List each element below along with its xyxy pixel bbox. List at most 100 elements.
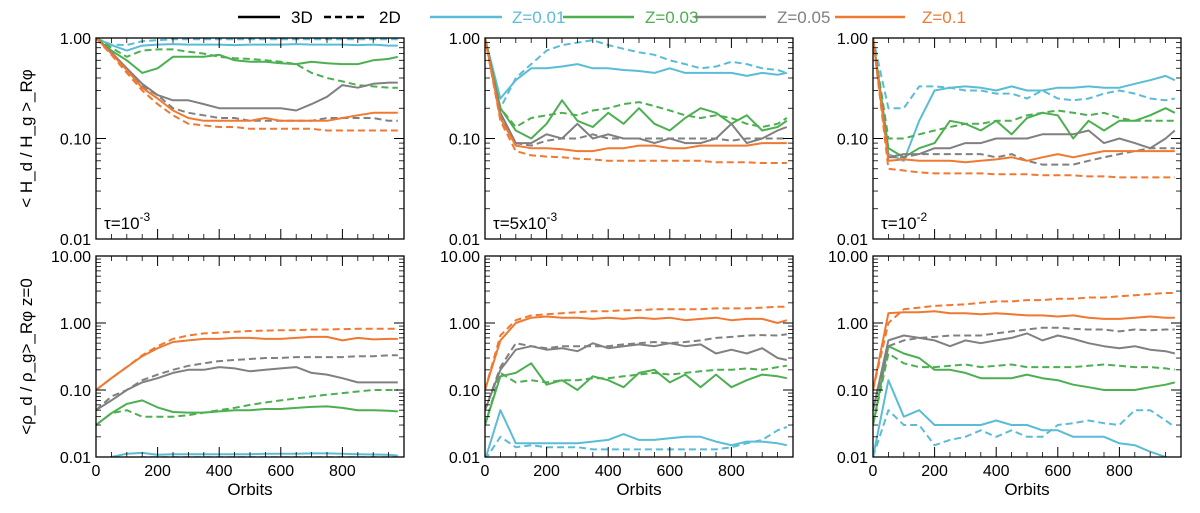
series-line: [873, 38, 1175, 166]
legend-label: Z=0.03: [645, 8, 698, 27]
series-line: [485, 315, 788, 391]
y-axis-label: <ρ_d / ρ_g>_Rφ z=0: [17, 278, 36, 435]
series-line: [96, 38, 399, 74]
panel-r0c0: 1.00 0.10 0.01 τ=10-3 < H_d / H_g >_Rφ: [17, 31, 405, 249]
series-group: [873, 292, 1176, 457]
series-line: [873, 409, 1176, 457]
series-group: [485, 305, 788, 457]
series-line: [485, 38, 787, 164]
series-line: [873, 345, 1176, 426]
y-tick-label: 0.01: [837, 450, 868, 467]
tau-annotation: τ=10-3: [104, 210, 151, 233]
x-tick-label: 0: [481, 463, 490, 480]
x-tick-label: 200: [533, 463, 560, 480]
plot-frame: [484, 255, 794, 458]
series-line: [485, 38, 788, 100]
series-line: [485, 305, 787, 391]
series-line: [485, 38, 788, 145]
series-line: [485, 38, 788, 128]
series-line: [485, 362, 788, 426]
x-tick-label: 600: [1044, 463, 1071, 480]
series-line: [873, 326, 1175, 411]
legend-item: Z=0.01: [430, 8, 565, 27]
panel-r0c1: 1.00 0.10 0.01 τ=5x10-3: [449, 31, 794, 249]
y-axis-label: < H_d / H_g >_Rφ: [17, 69, 36, 208]
tau-base: τ=5x10: [493, 214, 547, 233]
panels: 1.000.100.01τ=10-3< H_d / H_g >_Rφ1.000.…: [17, 31, 1182, 499]
x-tick-label: 400: [983, 463, 1010, 480]
series-line: [108, 451, 398, 457]
x-axis-label: Orbits: [1004, 480, 1049, 499]
series-line: [873, 379, 1169, 457]
plot-frame: [95, 37, 405, 240]
series-line: [873, 38, 1175, 179]
x-axis-label: Orbits: [616, 480, 661, 499]
series-line: [485, 333, 787, 411]
legend: 3D 2D Z=0.01 Z=0.03 Z=0.05 Z=0.1: [238, 8, 966, 27]
series-line: [873, 352, 1175, 426]
tau-base: τ=10: [104, 214, 140, 233]
series-line: [485, 38, 788, 140]
series-group: [96, 327, 398, 457]
series-line: [96, 366, 398, 412]
y-tick-label: 0.10: [60, 132, 91, 149]
y-tick-label: 0.01: [449, 450, 480, 467]
x-tick-label: 400: [595, 463, 622, 480]
y-tick-label: 0.01: [60, 450, 91, 467]
y-tick-label: 1.00: [449, 31, 480, 48]
x-tick-label: 800: [329, 463, 356, 480]
tau-exponent: -2: [917, 210, 928, 224]
y-tick-label: 10.00: [51, 249, 91, 266]
panel-r1c1: 10.00 1.00 0.10 0.010 200 400 600 800 Orbits: [440, 249, 794, 499]
y-tick-label: 0.01: [837, 232, 868, 249]
series-line: [96, 335, 398, 391]
series-line: [96, 38, 398, 122]
series-line: [873, 292, 1175, 391]
tau-annotation: τ=10-2: [881, 210, 928, 233]
series-line: [96, 354, 398, 411]
y-tick-label: 10.00: [828, 249, 868, 266]
y-tick-label: 0.10: [837, 383, 868, 400]
y-tick-label: 0.01: [60, 232, 91, 249]
plot-frame: [872, 255, 1182, 458]
series-line: [873, 332, 1176, 411]
x-tick-label: 800: [718, 463, 745, 480]
series-line: [96, 38, 398, 112]
y-tick-label: 1.00: [837, 31, 868, 48]
series-line: [485, 364, 787, 426]
series-line: [96, 38, 398, 89]
series-line: [485, 38, 787, 147]
legend-item: Z=0.03: [563, 8, 698, 27]
series-line: [96, 38, 398, 122]
series-group: [485, 38, 788, 164]
series-line: [873, 38, 1175, 140]
series-line: [873, 38, 1176, 159]
y-tick-label: 0.10: [449, 132, 480, 149]
series-group: [873, 38, 1176, 179]
y-tick-label: 0.01: [449, 232, 480, 249]
x-tick-label: 0: [869, 463, 878, 480]
panel-r1c0: 10.00 1.00 0.10 0.010 200 400 600 800 Orbits <ρ_d…: [17, 249, 405, 499]
x-tick-label: 600: [267, 463, 294, 480]
series-line: [485, 38, 787, 153]
series-line: [485, 426, 788, 457]
tau-exponent: -3: [140, 210, 151, 224]
x-tick-label: 200: [921, 463, 948, 480]
tau-annotation: τ=5x10-3: [493, 210, 558, 233]
series-line: [873, 38, 1175, 164]
series-line: [873, 310, 1175, 391]
legend-label: Z=0.05: [777, 8, 830, 27]
tau-base: τ=10: [881, 214, 917, 233]
x-tick-label: 600: [656, 463, 683, 480]
panel-r0c2: 1.00 0.10 0.01 τ=10-2: [837, 31, 1182, 249]
legend-item: Z=0.1: [835, 8, 966, 27]
series-line: [96, 38, 398, 52]
y-tick-label: 0.10: [837, 132, 868, 149]
series-line: [96, 38, 398, 132]
x-axis-label: Orbits: [227, 480, 272, 499]
legend-label: Z=0.01: [512, 8, 565, 27]
series-line: [96, 399, 398, 426]
series-line: [96, 389, 398, 426]
series-line: [873, 38, 1176, 162]
